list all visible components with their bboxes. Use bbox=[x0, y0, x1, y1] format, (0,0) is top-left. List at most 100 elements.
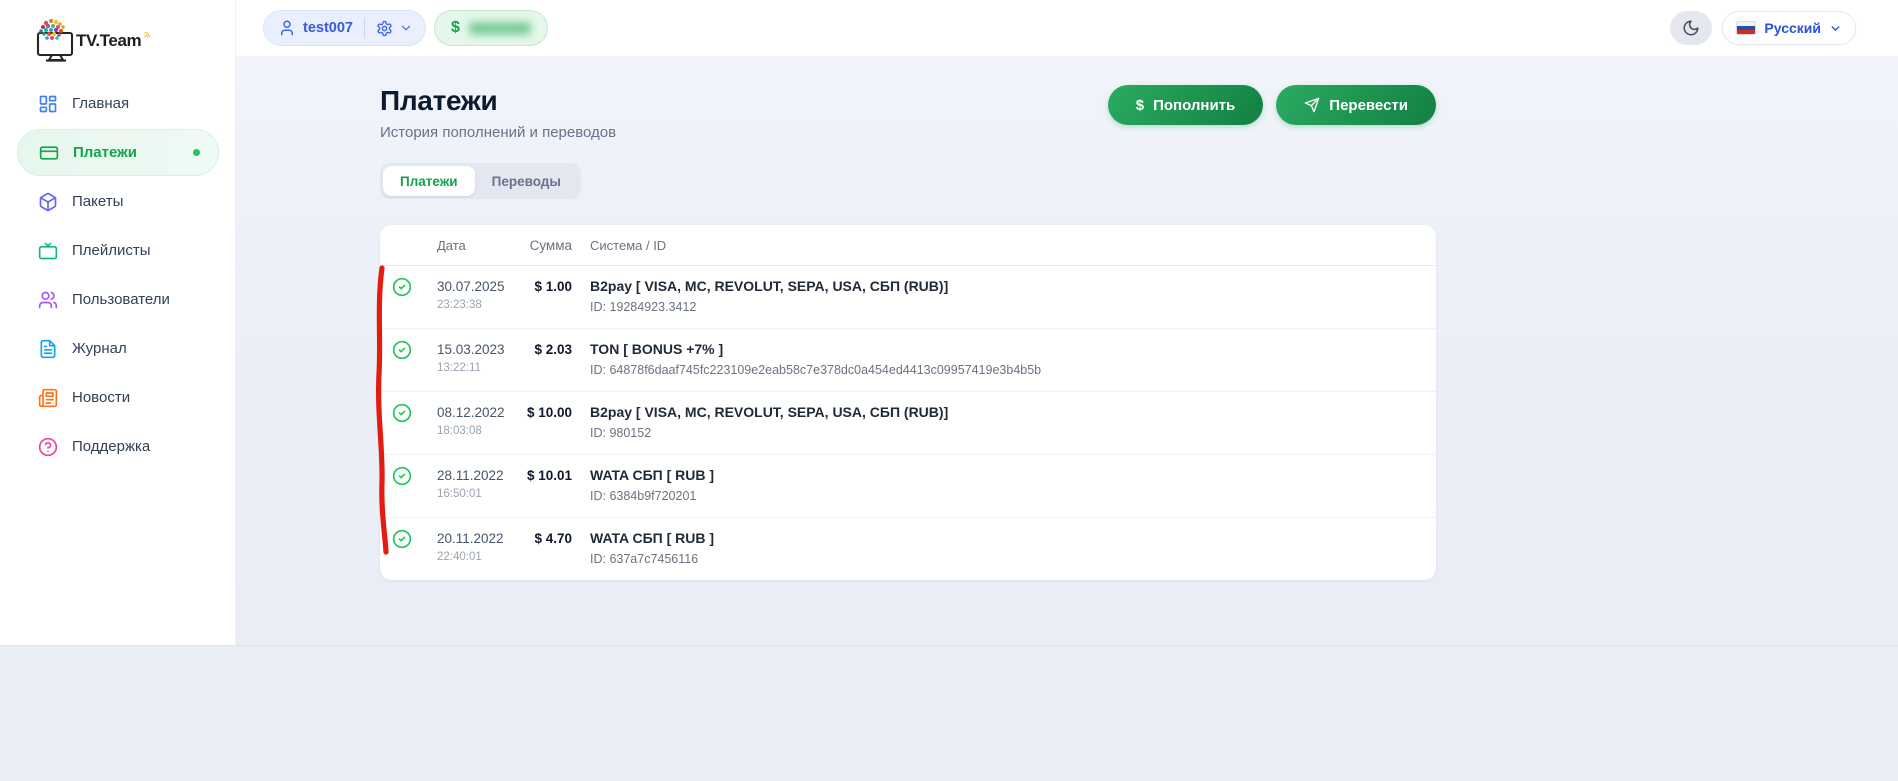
payment-system: TON [ BONUS +7% ] bbox=[590, 341, 724, 357]
package-icon bbox=[38, 192, 58, 212]
main-area: test007 $ Русский bbox=[236, 0, 1898, 646]
sidebar-nav: Главная Платежи Пакеты Плейлисты bbox=[0, 80, 235, 470]
user-menu[interactable]: test007 bbox=[263, 10, 426, 46]
payment-date: 28.11.2022 bbox=[437, 468, 504, 483]
payment-system: B2pay [ VISA, MC, REVOLUT, SEPA, USA, СБ… bbox=[590, 278, 949, 294]
payment-date: 08.12.2022 bbox=[437, 405, 505, 420]
page-actions: $ Пополнить Перевести bbox=[1107, 85, 1436, 125]
payment-id: ID: 637a7c7456116 bbox=[590, 552, 699, 566]
payment-amount: $ 2.03 bbox=[534, 342, 572, 357]
success-check-icon bbox=[392, 340, 412, 360]
send-icon bbox=[1304, 97, 1320, 113]
payment-system: B2pay [ VISA, MC, REVOLUT, SEPA, USA, СБ… bbox=[590, 404, 949, 420]
payment-row: 15.03.2023 13:22:11 $ 2.03 TON [ BONUS +… bbox=[380, 328, 1436, 391]
success-check-icon bbox=[392, 277, 412, 297]
transfer-button[interactable]: Перевести bbox=[1276, 85, 1436, 125]
language-label: Русский bbox=[1764, 20, 1821, 36]
sidebar: TV.Team Главная Платежи bbox=[0, 0, 236, 646]
sidebar-item-home[interactable]: Главная bbox=[17, 80, 219, 127]
username: test007 bbox=[303, 20, 353, 36]
payment-row: 08.12.2022 18:03:08 $ 10.00 B2pay [ VISA… bbox=[380, 391, 1436, 454]
payment-date: 15.03.2023 bbox=[437, 342, 505, 357]
dollar-icon: $ bbox=[1135, 96, 1145, 114]
payment-date: 20.11.2022 bbox=[437, 531, 504, 546]
help-circle-icon bbox=[38, 437, 58, 457]
balance-button[interactable]: $ bbox=[433, 10, 548, 46]
payment-system: WATA СБП [ RUB ] bbox=[590, 530, 715, 546]
sidebar-item-label: Главная bbox=[72, 95, 130, 112]
language-selector[interactable]: Русский bbox=[1722, 11, 1856, 45]
user-icon bbox=[281, 20, 293, 36]
russian-flag-icon bbox=[1736, 21, 1757, 35]
payment-row: 20.11.2022 22:40:01 $ 4.70 WATA СБП [ RU… bbox=[380, 517, 1436, 580]
sidebar-item-label: Плейлисты bbox=[72, 242, 151, 259]
sidebar-item-label: Новости bbox=[72, 389, 131, 406]
sidebar-item-label: Пользователи bbox=[72, 291, 170, 308]
topup-button-label: Пополнить bbox=[1153, 96, 1236, 114]
payment-amount: $ 10.00 bbox=[526, 405, 572, 420]
payment-time: 13:22:11 bbox=[437, 362, 481, 374]
sidebar-item-label: Поддержка bbox=[72, 438, 151, 455]
sidebar-item-playlists[interactable]: Плейлисты bbox=[17, 227, 219, 274]
payment-time: 18:03:08 bbox=[437, 425, 482, 437]
payment-time: 23:23:38 bbox=[437, 299, 482, 311]
chevron-down-icon bbox=[1831, 25, 1840, 31]
divider bbox=[363, 18, 365, 38]
page-subtitle: История пополнений и переводов bbox=[380, 124, 617, 141]
tv-team-logo[interactable]: TV.Team bbox=[0, 0, 235, 78]
credit-card-icon bbox=[39, 143, 59, 163]
payment-amount: $ 4.70 bbox=[534, 531, 572, 546]
active-indicator-dot bbox=[193, 149, 200, 156]
tv-icon bbox=[38, 241, 58, 261]
page-title: Платежи bbox=[380, 85, 498, 116]
theme-toggle-button[interactable] bbox=[1670, 11, 1713, 45]
chevron-down-icon[interactable] bbox=[399, 21, 413, 35]
moon-icon bbox=[1683, 20, 1699, 36]
logo-text: TV.Team bbox=[76, 31, 142, 50]
sidebar-item-news[interactable]: Новости bbox=[17, 374, 219, 421]
sidebar-item-users[interactable]: Пользователи bbox=[17, 276, 219, 323]
table-header: Дата Сумма Система / ID bbox=[380, 225, 1436, 266]
dashboard-icon bbox=[38, 94, 58, 114]
column-date: Дата bbox=[437, 238, 466, 253]
sidebar-item-packages[interactable]: Пакеты bbox=[17, 178, 219, 225]
payment-system: WATA СБП [ RUB ] bbox=[590, 467, 715, 483]
column-system-id: Система / ID bbox=[590, 238, 667, 253]
file-text-icon bbox=[38, 339, 58, 359]
sidebar-item-journal[interactable]: Журнал bbox=[17, 325, 219, 372]
tv-logo-icon bbox=[36, 19, 74, 62]
payment-row: 30.07.2025 23:23:38 $ 1.00 B2pay [ VISA,… bbox=[380, 266, 1436, 328]
column-amount: Сумма bbox=[529, 238, 572, 253]
sidebar-item-payments[interactable]: Платежи bbox=[17, 129, 219, 176]
success-check-icon bbox=[392, 466, 412, 486]
sidebar-item-label: Журнал bbox=[72, 340, 127, 357]
gear-icon[interactable] bbox=[376, 20, 393, 37]
success-check-icon bbox=[392, 403, 412, 423]
table-body: 30.07.2025 23:23:38 $ 1.00 B2pay [ VISA,… bbox=[380, 266, 1436, 580]
payment-amount: $ 10.01 bbox=[526, 468, 572, 483]
success-check-icon bbox=[392, 529, 412, 549]
payments-transfers-tabs: Платежи Переводы bbox=[380, 163, 581, 199]
tab-payments[interactable]: Платежи bbox=[383, 166, 475, 196]
sidebar-item-support[interactable]: Поддержка bbox=[17, 423, 219, 470]
payment-id: ID: 19284923.3412 bbox=[590, 300, 697, 314]
newspaper-icon bbox=[38, 388, 58, 408]
dollar-icon: $ bbox=[450, 19, 460, 36]
payment-date: 30.07.2025 bbox=[437, 279, 505, 294]
users-icon bbox=[38, 290, 58, 310]
transfer-button-label: Перевести bbox=[1329, 96, 1408, 114]
payment-id: ID: 64878f6daaf745fc223109e2eab58c7e378d… bbox=[590, 363, 1042, 377]
payments-table-card: Дата Сумма Система / ID 30.07.2025 bbox=[380, 225, 1436, 580]
payment-time: 16:50:01 bbox=[437, 488, 482, 500]
payment-amount: $ 1.00 bbox=[534, 279, 572, 294]
topbar: test007 $ Русский bbox=[236, 0, 1898, 57]
payment-id: ID: 6384b9f720201 bbox=[590, 489, 697, 503]
payment-id: ID: 980152 bbox=[590, 426, 652, 440]
sidebar-item-label: Пакеты bbox=[72, 193, 124, 210]
tab-transfers[interactable]: Переводы bbox=[475, 166, 578, 196]
payment-row: 28.11.2022 16:50:01 $ 10.01 WATA СБП [ R… bbox=[380, 454, 1436, 517]
wifi-arcs-icon bbox=[144, 31, 151, 38]
topup-button[interactable]: $ Пополнить bbox=[1107, 85, 1264, 125]
content: Платежи История пополнений и переводов $… bbox=[236, 57, 1898, 580]
